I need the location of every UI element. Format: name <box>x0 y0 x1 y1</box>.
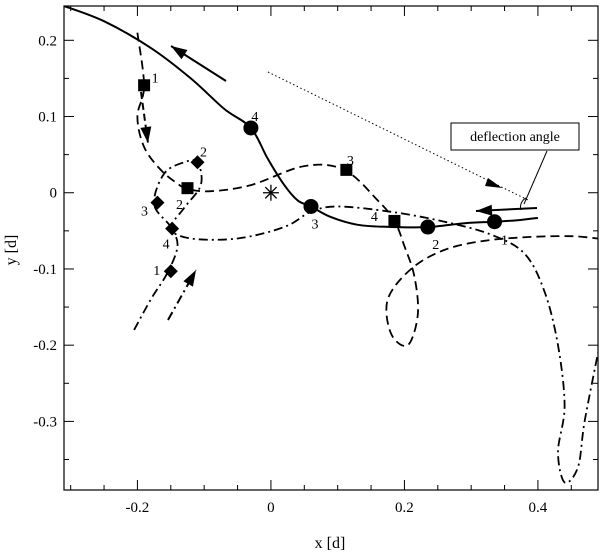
dashdot-direction-arrow-icon-head <box>183 270 196 287</box>
y-tick-label: 0.2 <box>38 33 57 49</box>
annotation-box <box>450 122 580 151</box>
dashed-direction-arrow-icon-head <box>140 126 152 143</box>
circle-marker-label-1: 1 <box>501 234 508 249</box>
series-lines <box>64 6 598 484</box>
deflection-dotted-line <box>267 71 531 202</box>
series-2-dash-dot-line <box>133 159 598 484</box>
y-tick-label: 0.1 <box>38 110 57 126</box>
square-marker-label-1: 1 <box>152 71 159 86</box>
y-axis-label: y [d] <box>3 235 20 266</box>
circle-marker-2 <box>420 219 436 235</box>
square-marker-label-2: 2 <box>176 198 183 213</box>
solid-direction-arrow-icon <box>170 45 227 82</box>
annotation-text: deflection angle <box>470 130 560 145</box>
circle-marker-label-4: 4 <box>251 110 258 125</box>
deflection-arrowhead-icon <box>485 178 502 188</box>
diamond-marker-2 <box>190 155 205 170</box>
annotation-leader-line <box>523 150 548 205</box>
square-marker-1 <box>138 79 151 92</box>
solid-incoming-arrow-icon-head <box>476 204 493 216</box>
dashdot-direction-arrow-icon <box>167 269 197 321</box>
y-tick-label: 0 <box>50 186 58 202</box>
circle-marker-1 <box>487 214 503 230</box>
x-tick-label: -0.2 <box>126 500 150 516</box>
dashed-direction-arrow-icon <box>140 91 152 144</box>
plot-frame <box>63 5 599 491</box>
square-marker-2 <box>181 182 194 195</box>
diamond-marker-label-2: 2 <box>200 145 207 160</box>
diamond-marker-label-3: 3 <box>141 205 148 220</box>
series-0-solid-line <box>64 6 539 229</box>
diamond-marker-label-1: 1 <box>153 264 160 279</box>
circle-marker-4 <box>243 120 259 136</box>
deflection-reference-line <box>267 71 531 202</box>
series-1-dashed-line <box>136 32 598 347</box>
deflection-angle-annotation: deflection angle <box>450 122 580 151</box>
diamond-marker-1 <box>163 264 178 279</box>
square-marker-3 <box>340 163 353 176</box>
y-tick-label: -0.1 <box>33 262 57 278</box>
x-axis-label: x [d] <box>315 535 346 552</box>
y-tick-label: -0.2 <box>33 338 57 354</box>
axes: -0.2 0 0.2 0.4 0.2 0.1 0 -0.1 -0.2 -0.3 <box>33 5 599 516</box>
square-marker-4 <box>388 214 401 227</box>
square-marker-label-4: 4 <box>371 210 378 225</box>
x-tick-label: 0.2 <box>395 500 414 516</box>
circle-marker-label-2: 2 <box>432 238 439 253</box>
diamond-marker-3 <box>150 195 165 210</box>
deflection-angle-arc <box>520 197 527 211</box>
dashed-direction-arrow-icon-shaft <box>140 91 149 144</box>
solid-direction-arrow-icon-head <box>171 46 188 60</box>
center-asterisk-icon <box>262 184 279 201</box>
x-tick-label: 0.4 <box>529 500 548 516</box>
diamond-marker-4 <box>165 221 180 236</box>
square-marker-label-3: 3 <box>347 154 354 169</box>
circle-marker-label-3: 3 <box>311 217 318 232</box>
annotation-layer <box>140 45 548 321</box>
y-tick-label: -0.3 <box>33 414 57 430</box>
diamond-marker-label-4: 4 <box>163 238 170 253</box>
solid-incoming-arrow-icon <box>475 204 538 216</box>
asterisk-stroke <box>264 186 278 199</box>
x-tick-label: 0 <box>267 500 275 516</box>
circle-marker-3 <box>303 198 319 214</box>
